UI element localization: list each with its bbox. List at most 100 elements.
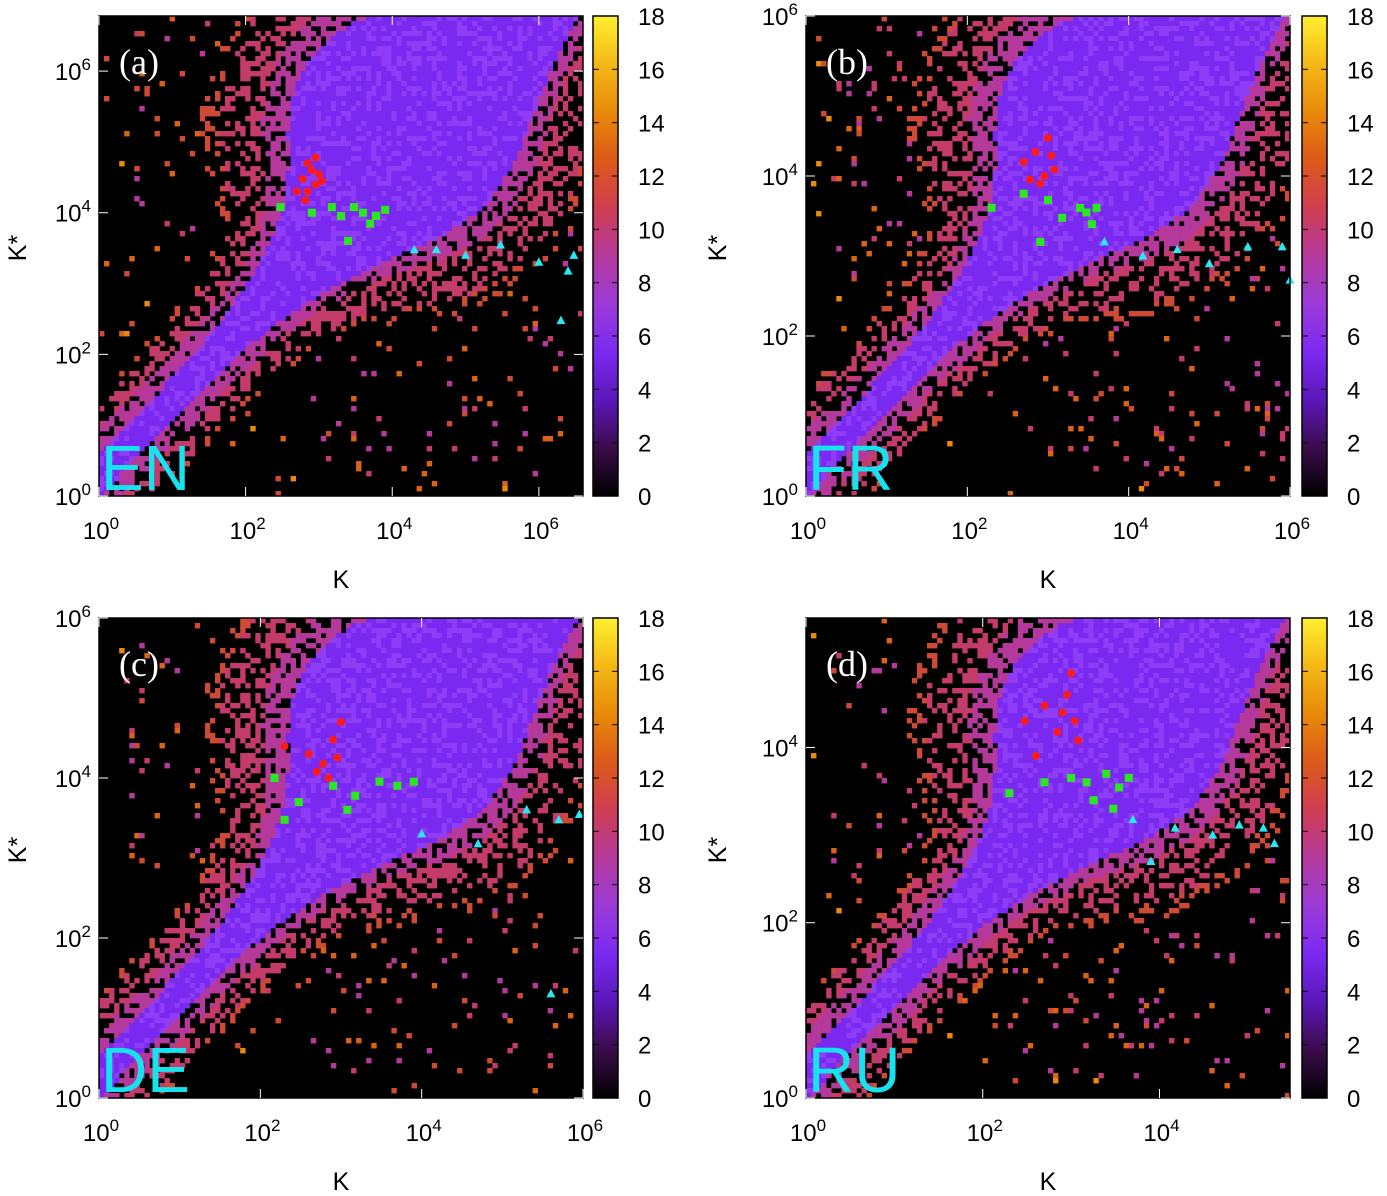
heatmap-cell bbox=[225, 376, 231, 382]
heatmap-cell bbox=[436, 51, 443, 57]
heatmap-cell bbox=[295, 216, 301, 222]
heatmap-cell bbox=[522, 31, 528, 37]
heatmap-cell bbox=[295, 266, 301, 272]
heatmap-cell bbox=[416, 96, 422, 102]
heatmap-cell bbox=[124, 466, 130, 472]
heatmap-cell bbox=[401, 306, 407, 312]
heatmap-cell bbox=[482, 216, 488, 222]
heatmap-cell bbox=[967, 286, 973, 292]
heatmap-cell bbox=[472, 101, 478, 107]
heatmap-cell bbox=[547, 56, 554, 62]
heatmap-cell bbox=[467, 86, 473, 92]
heatmap-cell bbox=[942, 186, 948, 192]
heatmap-cell bbox=[911, 431, 918, 437]
heatmap-cell bbox=[441, 246, 448, 252]
heatmap-cell bbox=[144, 411, 150, 417]
heatmap-cell bbox=[391, 36, 397, 42]
heatmap-cell bbox=[962, 156, 968, 162]
heatmap-cell bbox=[482, 236, 488, 242]
heatmap-cell bbox=[336, 196, 342, 202]
heatmap-cell bbox=[104, 491, 110, 497]
heatmap-cell bbox=[280, 321, 286, 327]
heatmap-cell bbox=[245, 41, 251, 47]
heatmap-cell bbox=[816, 476, 822, 482]
heatmap-cell bbox=[209, 366, 216, 372]
heatmap-cell bbox=[310, 291, 317, 297]
heatmap-cell bbox=[962, 256, 968, 262]
heatmap-cell bbox=[336, 236, 342, 242]
heatmap-cell bbox=[265, 276, 271, 282]
heatmap-cell bbox=[841, 431, 847, 437]
heatmap-cell bbox=[376, 126, 382, 132]
heatmap-cell bbox=[245, 311, 251, 317]
heatmap-cell bbox=[411, 146, 417, 152]
heatmap-cell bbox=[406, 226, 412, 232]
heatmap-cell bbox=[336, 16, 342, 22]
heatmap-cell bbox=[280, 51, 286, 57]
heatmap-cell bbox=[431, 226, 438, 232]
heatmap-cell bbox=[391, 116, 397, 122]
heatmap-cell bbox=[816, 406, 822, 412]
heatmap-cell bbox=[280, 311, 286, 317]
heatmap-cell bbox=[502, 31, 508, 37]
heatmap-cell bbox=[922, 426, 928, 432]
heatmap-cell bbox=[325, 276, 332, 282]
heatmap-cell bbox=[295, 151, 301, 157]
heatmap-cell bbox=[411, 121, 417, 127]
heatmap-cell bbox=[411, 226, 417, 232]
heatmap-cell bbox=[436, 91, 443, 97]
heatmap-cell bbox=[336, 261, 342, 267]
heatmap-cell bbox=[351, 31, 357, 37]
heatmap-cell bbox=[386, 271, 392, 277]
heatmap-cell bbox=[492, 156, 498, 162]
heatmap-cell bbox=[260, 101, 266, 107]
heatmap-cell bbox=[199, 391, 206, 397]
heatmap-cell bbox=[952, 171, 958, 177]
heatmap-cell bbox=[416, 246, 422, 252]
heatmap-cell bbox=[446, 116, 453, 122]
heatmap-cell bbox=[230, 326, 236, 332]
heatmap-cell bbox=[441, 161, 448, 167]
heatmap-cell bbox=[507, 116, 513, 122]
heatmap-cell bbox=[356, 161, 362, 167]
heatmap-cell bbox=[164, 351, 170, 357]
heatmap-cell bbox=[462, 191, 468, 197]
heatmap-cell bbox=[942, 341, 948, 347]
heatmap-cell bbox=[179, 381, 186, 387]
heatmap-cell bbox=[431, 31, 438, 37]
heatmap-cell bbox=[552, 31, 559, 37]
heatmap-cell bbox=[446, 76, 453, 82]
heatmap-cell bbox=[376, 71, 382, 77]
heatmap-cell bbox=[957, 276, 963, 282]
heatmap-cell bbox=[391, 131, 397, 137]
heatmap-cell bbox=[937, 346, 943, 352]
heatmap-cell bbox=[512, 36, 518, 42]
heatmap-cell bbox=[144, 341, 150, 347]
heatmap-cell bbox=[457, 56, 463, 62]
heatmap-cell bbox=[371, 176, 377, 182]
heatmap-cell bbox=[270, 86, 276, 92]
heatmap-cell bbox=[300, 121, 307, 127]
heatmap-cell bbox=[911, 401, 918, 407]
heatmap-cell bbox=[431, 181, 438, 187]
heatmap-cell bbox=[194, 286, 201, 292]
heatmap-cell bbox=[305, 276, 312, 282]
heatmap-cell bbox=[275, 76, 281, 82]
heatmap-cell bbox=[962, 266, 968, 272]
heatmap-cell bbox=[846, 376, 852, 382]
heatmap-cell bbox=[99, 441, 105, 447]
heatmap-cell bbox=[886, 306, 893, 312]
heatmap-cell bbox=[320, 161, 327, 167]
heatmap-cell bbox=[220, 381, 226, 387]
heatmap-cell bbox=[280, 106, 286, 112]
heatmap-cell bbox=[527, 186, 533, 192]
heatmap-cell bbox=[361, 126, 367, 132]
heatmap-cell bbox=[942, 301, 948, 307]
heatmap-cell bbox=[361, 56, 367, 62]
heatmap-cell bbox=[386, 216, 392, 222]
heatmap-cell bbox=[154, 386, 160, 392]
heatmap-cell bbox=[174, 381, 180, 387]
heatmap-cell bbox=[295, 226, 301, 232]
heatmap-cell bbox=[937, 251, 943, 257]
heatmap-cell bbox=[436, 191, 443, 197]
